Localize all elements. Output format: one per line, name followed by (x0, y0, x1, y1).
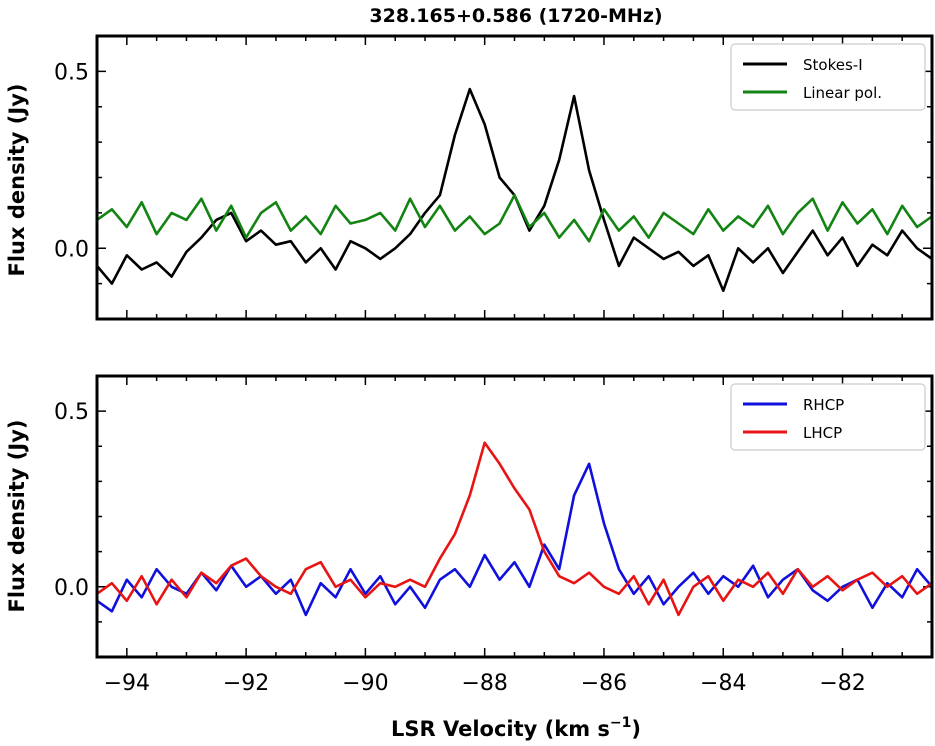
legend: RHCP LHCP (730, 383, 926, 451)
y-tick-label: 0.5 (54, 400, 89, 425)
series-line-stokes-i (97, 87, 932, 293)
legend-label-lhcp: LHCP (803, 424, 842, 442)
series-line-rhcp (97, 462, 932, 617)
x-tick-label: −92 (223, 671, 269, 696)
x-tick-label: −88 (461, 671, 507, 696)
y-axis-label: Flux density (Jy) (5, 83, 29, 276)
plot-frame (95, 374, 934, 659)
legend-label-stokes-i: Stokes-I (803, 56, 863, 74)
y-tick-labels: 0.0 0.5 (54, 60, 89, 262)
y-tick-label: 0.0 (54, 576, 89, 601)
figure-title: 328.165+0.586 (1720-MHz) (369, 5, 662, 27)
legend: Stokes-I Linear pol. (730, 43, 926, 111)
legend-label-linear-pol: Linear pol. (803, 84, 882, 102)
series-lines (97, 87, 932, 293)
plot-frame (95, 34, 934, 321)
x-tick-label: −84 (700, 671, 746, 696)
series-lines (97, 441, 932, 617)
y-axis-label: Flux density (Jy) (5, 419, 29, 612)
y-tick-labels: 0.0 0.5 (54, 400, 89, 601)
x-tick-label: −94 (104, 671, 150, 696)
series-line-lhcp (97, 441, 932, 617)
y-tick-label: 0.0 (54, 237, 89, 262)
x-axis-label: LSR Velocity (km s−1) (391, 715, 641, 741)
panel-top: Flux density (Jy) 0.0 0.5 Stokes-I Linear … (5, 34, 934, 321)
panel-bottom: Flux density (Jy) 0.0 0.5 −94 −92 −90 −88 −86… (5, 374, 934, 696)
y-tick-label: 0.5 (54, 60, 89, 85)
x-tick-labels: −94 −92 −90 −88 −86 −84 −82 (104, 671, 866, 696)
x-tick-label: −82 (819, 671, 865, 696)
x-tick-label: −86 (581, 671, 627, 696)
x-tick-label: −90 (342, 671, 388, 696)
legend-label-rhcp: RHCP (803, 396, 844, 414)
series-line-linear-pol (97, 193, 932, 243)
